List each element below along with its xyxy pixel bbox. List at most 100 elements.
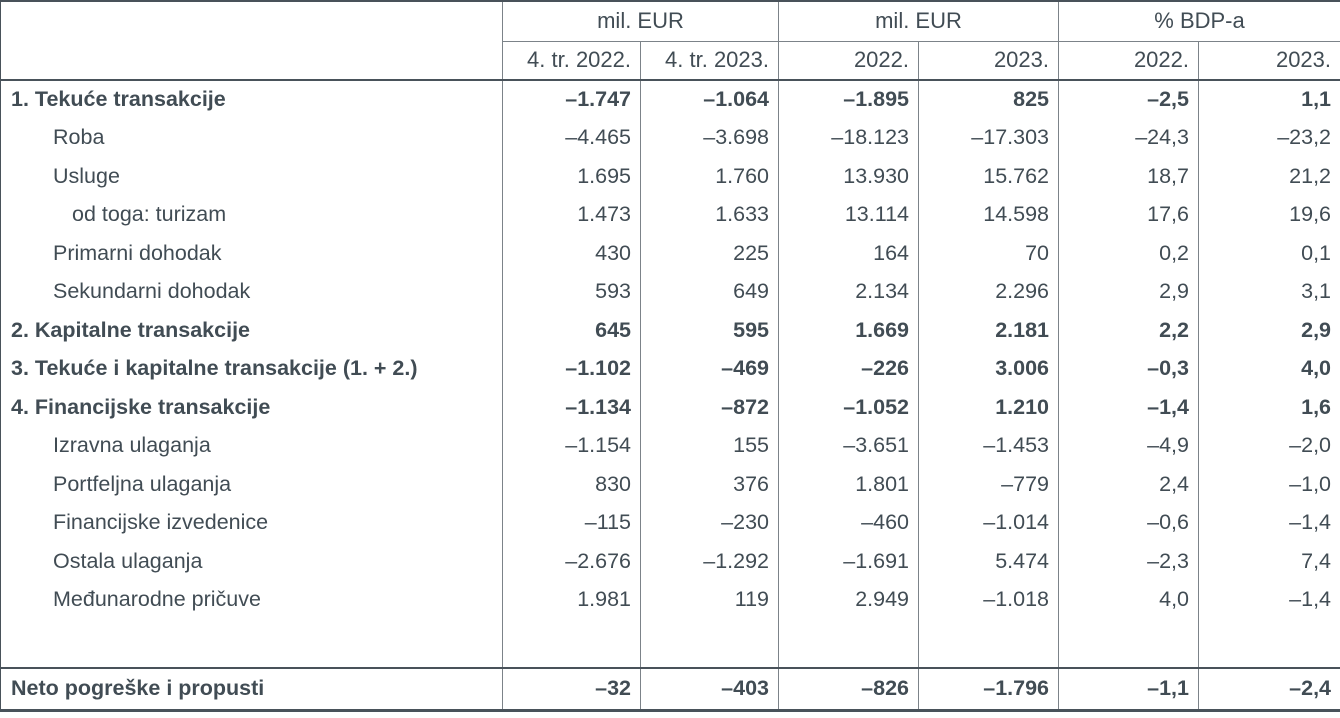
table-row: Sekundarni dohodak 593 649 2.134 2.296 2,9 3,1 bbox=[1, 272, 1340, 311]
value-cell: –115 bbox=[502, 503, 641, 542]
value-cell: –1,4 bbox=[1197, 580, 1340, 619]
value-cell: 430 bbox=[502, 234, 641, 273]
column-header-q4-2023: 4. tr. 2023. bbox=[640, 41, 779, 81]
value-cell: –2,4 bbox=[1197, 668, 1340, 710]
value-cell: –226 bbox=[778, 349, 919, 388]
value-cell: 830 bbox=[502, 465, 641, 504]
table-row: Roba –4.465 –3.698 –18.123 –17.303 –24,3 –23,2 bbox=[1, 118, 1340, 157]
value-cell: –32 bbox=[502, 668, 641, 710]
value-cell: 21,2 bbox=[1197, 157, 1340, 196]
column-group-header-row: mil. EUR mil. EUR % BDP-a bbox=[0, 1, 1340, 81]
value-cell: 2,9 bbox=[1197, 311, 1340, 350]
table-row: 1. Tekuće transakcije –1.747 –1.064 –1.895 8… bbox=[1, 80, 1340, 119]
table-row: Ostala ulaganja –2.676 –1.292 –1.691 5.474 –2… bbox=[1, 542, 1340, 581]
value-cell: 164 bbox=[778, 234, 919, 273]
value-cell: –230 bbox=[640, 503, 779, 542]
value-cell: 825 bbox=[918, 80, 1059, 119]
value-cell bbox=[1197, 619, 1340, 669]
value-cell: 645 bbox=[502, 311, 641, 350]
value-cell: 4,0 bbox=[1058, 580, 1199, 619]
value-cell: 1.981 bbox=[502, 580, 641, 619]
value-cell: –403 bbox=[640, 668, 779, 710]
table-row: od toga: turizam 1.473 1.633 13.114 14.598 17… bbox=[1, 195, 1340, 234]
value-cell: 119 bbox=[640, 580, 779, 619]
value-cell: 1.210 bbox=[918, 388, 1059, 427]
row-label-cell: 4. Financijske transakcije bbox=[11, 394, 271, 419]
column-header-2022-gdp: 2022. bbox=[1058, 41, 1199, 81]
column-group-mil-eur-annual: mil. EUR bbox=[778, 1, 1059, 42]
column-subheader-row: 4. tr. 2022. 4. tr. 2023. 2022. 2023. 20… bbox=[1, 41, 1340, 81]
value-cell: 2,2 bbox=[1058, 311, 1199, 350]
value-cell: –2.676 bbox=[502, 542, 641, 581]
value-cell: –2,3 bbox=[1058, 542, 1199, 581]
value-cell: –826 bbox=[778, 668, 919, 710]
column-group-percent-gdp: % BDP-a bbox=[1057, 1, 1340, 42]
value-cell: 1,1 bbox=[1197, 80, 1340, 119]
value-cell: –2,5 bbox=[1058, 80, 1199, 119]
value-cell: 13.930 bbox=[778, 157, 919, 196]
value-cell: 595 bbox=[640, 311, 779, 350]
value-cell: 1.473 bbox=[502, 195, 641, 234]
value-cell: –0,6 bbox=[1058, 503, 1199, 542]
value-cell: –1.018 bbox=[918, 580, 1059, 619]
value-cell: 155 bbox=[640, 426, 779, 465]
value-cell: –1.102 bbox=[502, 349, 641, 388]
value-cell: –2,0 bbox=[1197, 426, 1340, 465]
value-cell: –469 bbox=[640, 349, 779, 388]
value-cell: –1.796 bbox=[918, 668, 1059, 710]
value-cell: –1.747 bbox=[502, 80, 641, 119]
value-cell: 2.181 bbox=[918, 311, 1059, 350]
value-cell: –3.698 bbox=[640, 118, 779, 157]
value-cell: –18.123 bbox=[778, 118, 919, 157]
value-cell: –1.895 bbox=[778, 80, 919, 119]
value-cell: –17.303 bbox=[918, 118, 1059, 157]
value-cell bbox=[502, 619, 641, 669]
table-row: Usluge 1.695 1.760 13.930 15.762 18,7 21,2 bbox=[1, 157, 1340, 196]
value-cell: 7,4 bbox=[1197, 542, 1340, 581]
value-cell: –1.134 bbox=[502, 388, 641, 427]
value-cell: 2,4 bbox=[1058, 465, 1199, 504]
table-row: Neto pogreške i propusti –32 –403 –826 –1.79… bbox=[1, 668, 1340, 710]
value-cell: 0,2 bbox=[1058, 234, 1199, 273]
value-cell: 13.114 bbox=[778, 195, 919, 234]
row-label-cell: 2. Kapitalne transakcije bbox=[11, 317, 250, 342]
row-label-cell: Usluge bbox=[53, 163, 120, 188]
value-cell: –4.465 bbox=[502, 118, 641, 157]
row-label-cell: Sekundarni dohodak bbox=[53, 279, 251, 304]
column-header-2023-eur: 2023. bbox=[918, 41, 1059, 81]
value-cell: –460 bbox=[778, 503, 919, 542]
value-cell: –1.292 bbox=[640, 542, 779, 581]
table-row: Izravna ulaganja –1.154 155 –3.651 –1.453 –4,… bbox=[1, 426, 1340, 465]
value-cell: –1,0 bbox=[1197, 465, 1340, 504]
table-row: Primarni dohodak 430 225 164 70 0,2 0,1 bbox=[1, 234, 1340, 273]
column-group-mil-eur-quarterly: mil. EUR bbox=[502, 1, 779, 42]
value-cell bbox=[918, 619, 1059, 669]
value-cell: –1,4 bbox=[1197, 503, 1340, 542]
value-cell: 3.006 bbox=[918, 349, 1059, 388]
value-cell: –23,2 bbox=[1197, 118, 1340, 157]
value-cell: –872 bbox=[640, 388, 779, 427]
column-header-q4-2022: 4. tr. 2022. bbox=[502, 41, 641, 81]
value-cell: 3,1 bbox=[1197, 272, 1340, 311]
value-cell: 15.762 bbox=[918, 157, 1059, 196]
row-label-cell bbox=[0, 619, 503, 669]
value-cell: 649 bbox=[640, 272, 779, 311]
value-cell: –1.691 bbox=[778, 542, 919, 581]
row-label-cell: Portfeljna ulaganja bbox=[53, 471, 232, 496]
value-cell: –4,9 bbox=[1058, 426, 1199, 465]
value-cell: 17,6 bbox=[1058, 195, 1199, 234]
value-cell: –1,4 bbox=[1058, 388, 1199, 427]
value-cell: 1.760 bbox=[640, 157, 779, 196]
stub-header-cell bbox=[0, 1, 503, 81]
column-header-2022-eur: 2022. bbox=[778, 41, 919, 81]
row-label-cell: Međunarodne pričuve bbox=[53, 587, 261, 612]
row-label-cell: 3. Tekuće i kapitalne transakcije (1. + … bbox=[11, 356, 418, 381]
row-label-cell: Roba bbox=[53, 125, 105, 150]
value-cell: 2,9 bbox=[1058, 272, 1199, 311]
value-cell bbox=[640, 619, 779, 669]
table-row: Međunarodne pričuve 1.981 119 2.949 –1.018 4,… bbox=[1, 580, 1340, 619]
value-cell: 593 bbox=[502, 272, 641, 311]
value-cell: 5.474 bbox=[918, 542, 1059, 581]
